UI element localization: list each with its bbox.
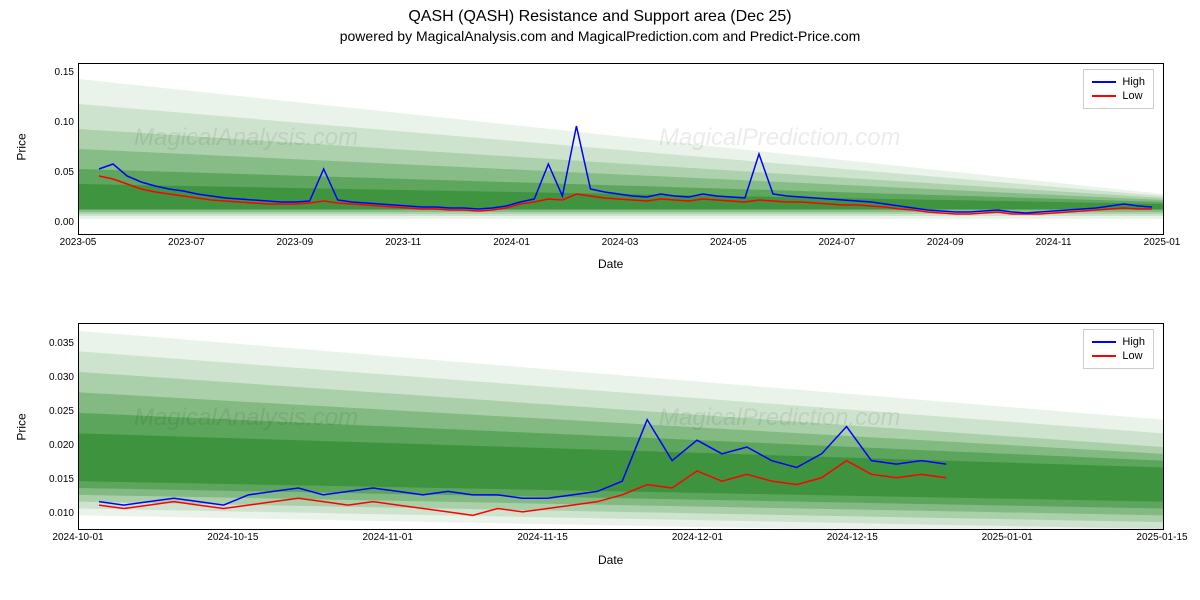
legend-label: Low xyxy=(1122,350,1142,362)
x-tick-label: 2023-09 xyxy=(265,237,325,248)
price-lines-bottom xyxy=(79,324,1163,529)
y-tick-label: 0.15 xyxy=(36,67,74,78)
x-axis-label: Date xyxy=(598,257,623,271)
x-tick-label: 2023-07 xyxy=(156,237,216,248)
x-tick-label: 2024-05 xyxy=(698,237,758,248)
x-tick-label: 2024-12-01 xyxy=(667,532,727,543)
legend-swatch xyxy=(1092,355,1116,357)
legend-label: Low xyxy=(1122,90,1142,102)
chart-container: QASH (QASH) Resistance and Support area … xyxy=(0,0,1200,600)
x-tick-label: 2025-01 xyxy=(1132,237,1192,248)
y-tick-label: 0.030 xyxy=(36,372,74,383)
legend-swatch xyxy=(1092,81,1116,83)
y-tick-label: 0.015 xyxy=(36,474,74,485)
x-tick-label: 2024-09 xyxy=(915,237,975,248)
x-tick-label: 2024-01 xyxy=(482,237,542,248)
y-tick-label: 0.035 xyxy=(36,338,74,349)
x-tick-label: 2023-05 xyxy=(48,237,108,248)
legend-item-low: Low xyxy=(1092,90,1145,102)
x-tick-label: 2024-10-15 xyxy=(203,532,263,543)
chart-subtitle: powered by MagicalAnalysis.com and Magic… xyxy=(0,26,1200,44)
legend-bottom: High Low xyxy=(1083,329,1154,369)
x-tick-label: 2024-07 xyxy=(807,237,867,248)
y-axis-label: Price xyxy=(15,133,29,160)
plot-area-bottom: MagicalAnalysis.com MagicalPrediction.co… xyxy=(78,323,1164,530)
legend-swatch xyxy=(1092,341,1116,343)
x-tick-label: 2024-12-15 xyxy=(822,532,882,543)
x-tick-label: 2025-01-01 xyxy=(977,532,1037,543)
x-tick-label: 2023-11 xyxy=(373,237,433,248)
chart-top: MagicalAnalysis.com MagicalPrediction.co… xyxy=(0,55,1200,280)
plot-area-top: MagicalAnalysis.com MagicalPrediction.co… xyxy=(78,63,1164,235)
legend-swatch xyxy=(1092,95,1116,97)
chart-bottom: MagicalAnalysis.com MagicalPrediction.co… xyxy=(0,315,1200,580)
y-axis-label: Price xyxy=(15,413,29,440)
legend-label: High xyxy=(1122,336,1145,348)
y-tick-label: 0.020 xyxy=(36,440,74,451)
x-tick-label: 2024-03 xyxy=(590,237,650,248)
legend-item-high: High xyxy=(1092,336,1145,348)
y-tick-label: 0.00 xyxy=(36,217,74,228)
x-tick-label: 2024-11 xyxy=(1024,237,1084,248)
legend-item-low: Low xyxy=(1092,350,1145,362)
legend-item-high: High xyxy=(1092,76,1145,88)
legend-label: High xyxy=(1122,76,1145,88)
y-tick-label: 0.10 xyxy=(36,117,74,128)
x-axis-label: Date xyxy=(598,553,623,567)
x-tick-label: 2024-11-15 xyxy=(513,532,573,543)
x-tick-label: 2025-01-15 xyxy=(1132,532,1192,543)
price-lines-top xyxy=(79,64,1163,234)
x-tick-label: 2024-10-01 xyxy=(48,532,108,543)
y-tick-label: 0.05 xyxy=(36,167,74,178)
x-tick-label: 2024-11-01 xyxy=(358,532,418,543)
y-tick-label: 0.025 xyxy=(36,406,74,417)
chart-title: QASH (QASH) Resistance and Support area … xyxy=(0,0,1200,26)
legend-top: High Low xyxy=(1083,69,1154,109)
y-tick-label: 0.010 xyxy=(36,508,74,519)
